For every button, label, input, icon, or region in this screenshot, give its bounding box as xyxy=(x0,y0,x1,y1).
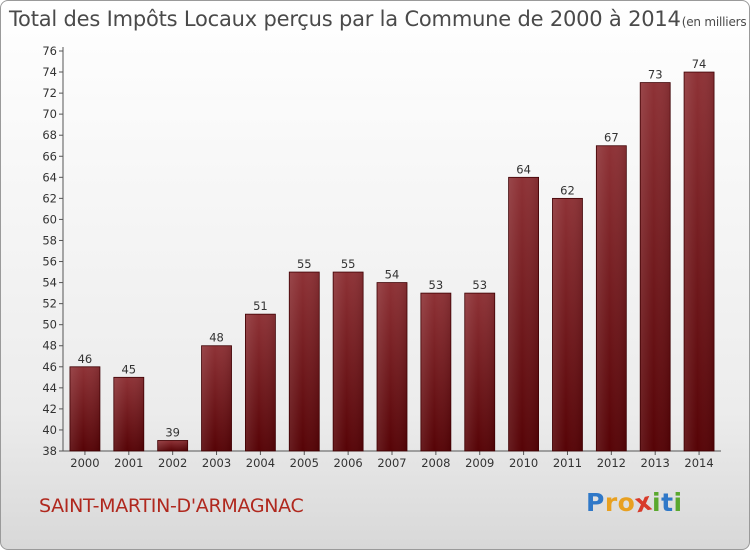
y-tick-label: 76 xyxy=(42,44,57,58)
y-tick-label: 42 xyxy=(42,402,57,416)
bar-value-label: 46 xyxy=(78,352,93,366)
y-tick-label: 66 xyxy=(42,149,57,163)
y-tick-label: 62 xyxy=(42,191,57,205)
bar-value-label: 39 xyxy=(165,425,180,439)
bar-shading xyxy=(333,272,363,451)
y-tick-label: 68 xyxy=(42,128,57,142)
x-tick-label: 2000 xyxy=(70,456,99,470)
bar-value-label: 54 xyxy=(385,268,400,282)
bar-shading xyxy=(552,198,582,451)
logo-letter: r xyxy=(604,488,618,517)
y-tick-label: 50 xyxy=(42,318,57,332)
bar-value-label: 53 xyxy=(472,278,487,292)
logo-letter: i xyxy=(673,488,683,517)
bar-shading xyxy=(640,83,670,451)
x-tick-label: 2014 xyxy=(684,456,713,470)
bar-shading xyxy=(202,346,232,451)
bar-value-label: 67 xyxy=(604,131,619,145)
bar-value-label: 53 xyxy=(429,278,444,292)
bar-shading xyxy=(245,314,275,451)
y-tick-label: 72 xyxy=(42,86,57,100)
x-tick-label: 2011 xyxy=(553,456,582,470)
bar-shading xyxy=(509,177,539,451)
bar-value-label: 73 xyxy=(648,68,663,82)
bar-shading xyxy=(114,377,144,451)
y-tick-label: 74 xyxy=(42,65,57,79)
bar-value-label: 74 xyxy=(692,57,707,71)
bar-shading xyxy=(289,272,319,451)
logo-letter: o xyxy=(617,488,636,517)
x-tick-label: 2003 xyxy=(202,456,231,470)
logo-letter: t xyxy=(661,488,674,517)
x-tick-label: 2013 xyxy=(641,456,670,470)
y-tick-label: 38 xyxy=(42,444,57,458)
x-tick-label: 2012 xyxy=(597,456,626,470)
y-tick-label: 58 xyxy=(42,233,57,247)
y-tick-label: 44 xyxy=(42,381,57,395)
bar-value-label: 55 xyxy=(341,257,356,271)
bar-shading xyxy=(70,367,100,451)
bar-value-label: 55 xyxy=(297,257,312,271)
y-tick-label: 70 xyxy=(42,107,57,121)
chart-title: Total des Impôts Locaux perçus par la Co… xyxy=(9,7,749,31)
bar-value-label: 48 xyxy=(209,331,224,345)
logo-letter: P xyxy=(586,488,605,517)
y-tick-label: 48 xyxy=(42,339,57,353)
y-tick-label: 40 xyxy=(42,423,57,437)
y-tick-label: 64 xyxy=(42,170,57,184)
bar-value-label: 64 xyxy=(516,162,531,176)
y-tick-label: 54 xyxy=(42,276,57,290)
x-tick-label: 2001 xyxy=(114,456,143,470)
x-tick-label: 2009 xyxy=(465,456,494,470)
y-tick-label: 60 xyxy=(42,212,57,226)
y-tick-label: 46 xyxy=(42,360,57,374)
bar-value-label: 51 xyxy=(253,299,268,313)
x-tick-label: 2007 xyxy=(377,456,406,470)
chart-bars: 46 45 39 48 51 55 55 54 53 53 64 62 67 73 74 xyxy=(69,57,715,452)
bar-shading xyxy=(158,440,188,451)
x-tick-label: 2006 xyxy=(333,456,362,470)
chart-axes: 38 40 42 44 46 48 50 52 54 56 58 60 62 64 66 68 70 72 74 76… xyxy=(42,44,721,470)
bar-shading xyxy=(421,293,451,451)
x-tick-label: 2010 xyxy=(509,456,538,470)
bar-shading xyxy=(377,283,407,451)
bar-shading xyxy=(684,72,714,451)
bar-shading xyxy=(596,146,626,451)
y-tick-label: 56 xyxy=(42,255,57,269)
chart-title-text: Total des Impôts Locaux perçus par la Co… xyxy=(9,7,681,31)
x-tick-label: 2008 xyxy=(421,456,450,470)
bar-value-label: 62 xyxy=(560,183,575,197)
proxiti-logo: Proxiti xyxy=(586,487,683,519)
bar-value-label: 45 xyxy=(121,362,136,376)
bar-shading xyxy=(465,293,495,451)
x-tick-label: 2005 xyxy=(290,456,319,470)
chart-unit: (en milliers d'€) xyxy=(681,15,749,29)
x-tick-label: 2002 xyxy=(158,456,187,470)
logo-letter: i xyxy=(652,488,662,517)
x-tick-label: 2004 xyxy=(246,456,275,470)
commune-name: SAINT-MARTIN-D'ARMAGNAC xyxy=(39,495,304,517)
y-tick-label: 52 xyxy=(42,297,57,311)
